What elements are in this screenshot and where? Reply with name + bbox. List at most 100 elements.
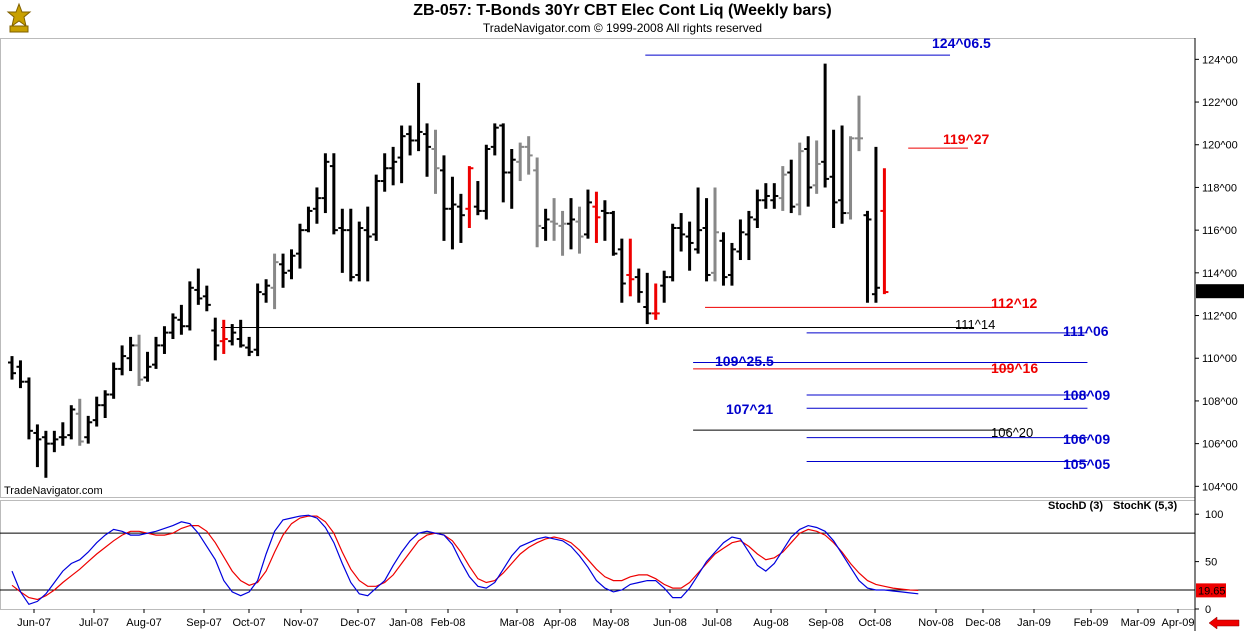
stoch-last-tag [1196,583,1226,598]
ohlc-bar [609,210,618,256]
x-tick-label: Sep-07 [186,617,221,629]
level-label: 109^16 [991,360,1038,376]
ohlc-bar [389,146,398,186]
ohlc-bar [550,198,559,241]
x-tick-label: Mar-08 [500,617,535,629]
scroll-left-arrow-icon[interactable] [1208,616,1240,630]
level-label: 112^12 [991,295,1038,311]
ohlc-bar [677,213,686,252]
x-tick-label: Aug-07 [126,617,161,629]
price-y-tick-label: 104^00 [1202,481,1238,493]
x-tick-label: Oct-08 [858,617,891,629]
ohlc-bar [380,153,389,192]
level-label: 109^25.5 [715,353,774,369]
ohlc-bar [355,221,364,282]
x-tick-label: Jul-08 [702,617,732,629]
ohlc-bar [541,208,550,241]
ohlc-bar [456,193,465,243]
ohlc-bar [846,136,855,220]
x-tick-label: Jan-09 [1017,617,1051,629]
level-label: 119^27 [943,131,990,147]
x-tick-label: Nov-07 [283,617,318,629]
stoch-y-tick-label: 50 [1205,557,1217,569]
ohlc-bar [719,232,728,286]
ohlc-bar [202,285,211,312]
ohlc-bar [439,155,448,241]
ohlc-bar [567,198,576,250]
stoch-series-line [11,514,919,606]
ohlc-bar [787,159,796,214]
x-tick-label: Sep-08 [808,617,843,629]
x-tick-label: Apr-09 [1161,617,1194,629]
ohlc-bar [685,221,694,271]
ohlc-bar [643,272,652,325]
ohlc-bar [871,146,880,303]
ohlc-bar [829,129,838,229]
ohlc-bar [346,208,355,282]
ohlc-bar [465,166,474,229]
ohlc-bar [558,210,567,256]
ohlc-bar [397,125,406,184]
price-y-tick-label: 124^00 [1202,54,1238,66]
ohlc-bar [329,153,338,235]
ohlc-bar [727,242,736,286]
level-label: 107^21 [726,401,773,417]
legend-stoch-d: StochD (3) [1048,500,1103,512]
ohlc-bar [338,208,347,273]
last-price-tag [1196,284,1244,299]
ohlc-bar [177,304,186,335]
ohlc-bar [744,210,753,261]
chart-subtitle: TradeNavigator.com © 1999-2008 All right… [482,21,763,35]
ohlc-bar [279,253,288,288]
x-tick-label: Jun-08 [653,617,687,629]
ohlc-bar [33,424,42,468]
ohlc-bar [753,189,762,229]
ohlc-bar [736,219,745,261]
ohlc-bar [50,430,59,453]
ohlc-bar [770,183,779,209]
level-label: 111^06 [1063,323,1109,339]
ohlc-bar [101,390,110,419]
ohlc-bar [702,198,711,282]
ohlc-bar [583,189,592,239]
x-tick-label: Nov-08 [918,617,953,629]
ohlc-bar [761,183,770,209]
level-label: 108^09 [1063,387,1110,403]
ohlc-bar [626,238,635,297]
x-tick-label: Oct-07 [232,617,265,629]
ohlc-bar [668,223,677,282]
ohlc-bar [75,398,84,446]
x-tick-label: Jun-07 [17,617,51,629]
x-tick-label: Jan-08 [389,617,423,629]
x-tick-label: Apr-08 [543,617,576,629]
x-tick-label: Mar-09 [1121,617,1156,629]
price-y-tick-label: 120^00 [1202,140,1238,152]
ohlc-bar [592,191,601,243]
ohlc-bar [838,125,847,224]
ohlc-bar [84,415,93,444]
price-y-tick-label: 114^00 [1202,268,1237,280]
price-y-tick-label: 106^00 [1202,439,1238,451]
price-y-tick-label: 116^00 [1202,225,1237,237]
level-label: 124^06.5 [932,35,991,51]
ohlc-bar [236,319,245,348]
chart-title: ZB-057: T-Bonds 30Yr CBT Elec Cont Liq (… [413,2,832,19]
level-label: 111^14 [955,317,995,332]
price-y-tick-label: 122^00 [1202,97,1238,109]
ohlc-bar [533,157,542,248]
ohlc-bar [109,362,118,399]
ohlc-bar [118,345,127,376]
ohlc-bar [245,336,254,357]
ohlc-bar [304,206,313,233]
ohlc-bar [24,377,33,440]
ohlc-bar [448,176,457,250]
trade-navigator-logo-icon [6,2,32,33]
ohlc-bar [863,210,872,303]
stoch-panel-frame [0,500,1196,610]
x-tick-label: Jul-07 [79,617,109,629]
ohlc-bar [16,360,25,389]
stoch-y-tick-label: 100 [1205,509,1223,521]
ohlc-bar [855,95,863,152]
ohlc-bar [253,283,262,357]
